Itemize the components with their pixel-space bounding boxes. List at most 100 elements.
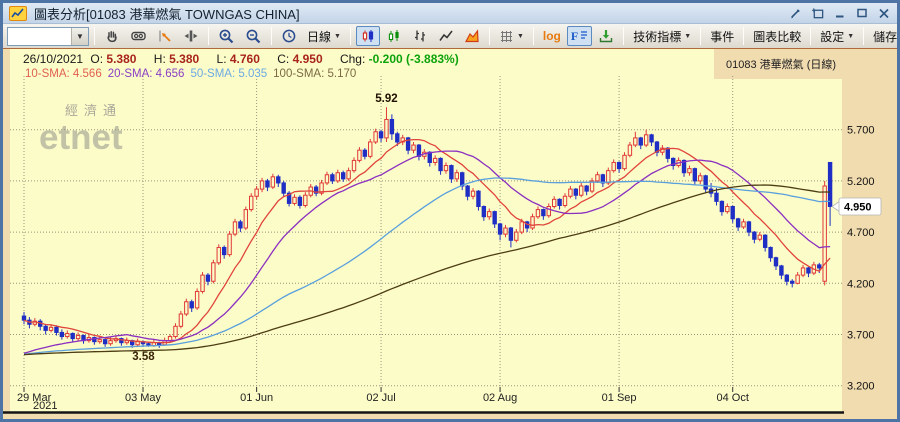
clock-icon: [282, 29, 296, 43]
frame-panel-button[interactable]: F: [566, 26, 593, 46]
svg-text:4.950: 4.950: [844, 202, 872, 214]
open-value: 5.380: [106, 52, 137, 66]
sma-legend: 10-SMA: 4.566 20-SMA: 4.656 50-SMA: 5.035 1…: [25, 68, 362, 80]
chart-type-candle2-button[interactable]: [382, 26, 406, 46]
line-chart-icon: [439, 30, 453, 41]
100-sma-line: [23, 184, 831, 356]
svg-text:4.700: 4.700: [847, 227, 875, 239]
indicators-dropdown[interactable]: 技術指標 ▼: [633, 29, 692, 44]
zoom-in-icon: [219, 29, 234, 43]
gridlines: [10, 76, 844, 387]
quote-date: 26/10/2021: [23, 52, 84, 66]
green-candlestick-icon: [388, 30, 399, 42]
pan-hand-button[interactable]: [100, 26, 124, 46]
chevron-down-icon: ▼: [684, 32, 692, 40]
candle-width-button[interactable]: [179, 26, 203, 46]
svg-text:經濟通: 經濟通: [65, 103, 122, 118]
10-sma-line: [23, 138, 831, 344]
download-icon: [600, 30, 613, 43]
svg-text:02 Jul: 02 Jul: [366, 392, 395, 404]
toolbar: ▼ 日線 ▼: [3, 24, 897, 49]
chart-type-ohlc-button[interactable]: [408, 26, 432, 46]
sma-legend-item: 50-SMA: 5.035: [190, 68, 268, 80]
sma-lines: [23, 138, 831, 356]
symbol-combo[interactable]: ▼: [7, 26, 89, 46]
inspect-button[interactable]: [126, 26, 151, 46]
svg-text:4.200: 4.200: [847, 278, 875, 290]
svg-text:02 Aug: 02 Aug: [483, 392, 517, 404]
save-button[interactable]: 儲存: [873, 29, 898, 44]
events-button[interactable]: 事件: [710, 29, 735, 44]
sma-legend-item: 100-SMA: 5.170: [273, 68, 357, 80]
trend-pointer-button[interactable]: [153, 26, 177, 46]
svg-text:29 Mar: 29 Mar: [17, 392, 52, 404]
sma-legend-item: 20-SMA: 4.656: [107, 68, 185, 80]
20-sma-line: [23, 150, 831, 354]
quote-row: 26/10/2021 O: 5.380 H: 5.380 L: 4.760 C:…: [23, 52, 459, 66]
history-button[interactable]: [277, 26, 301, 46]
settings-dropdown[interactable]: 設定 ▼: [820, 29, 855, 44]
chart-type-line-button[interactable]: [434, 26, 458, 46]
svg-text:01 Jun: 01 Jun: [240, 392, 273, 404]
high-value: 5.380: [169, 52, 200, 66]
hand-icon: [107, 31, 117, 43]
svg-text:3.700: 3.700: [847, 330, 875, 342]
svg-text:etnet: etnet: [39, 118, 123, 157]
chart-type-candle-button[interactable]: [355, 26, 380, 46]
50-sma-line: [23, 177, 831, 355]
chevron-down-icon: ▼: [847, 32, 855, 40]
annotate-pen-icon[interactable]: [788, 6, 803, 20]
svg-text:01 Sep: 01 Sep: [602, 392, 637, 404]
interval-dropdown[interactable]: 日線 ▼: [303, 26, 345, 46]
y-axis-labels: 5.700 5.200 4.700 4.200 3.700 3.200: [847, 125, 875, 393]
grid-icon: [500, 30, 512, 42]
mountain-chart-icon: [464, 29, 479, 43]
svg-text:5.92: 5.92: [375, 93, 397, 105]
low-value: 4.760: [229, 52, 260, 66]
compare-button[interactable]: 圖表比較: [753, 29, 802, 44]
window-title: 圖表分析[01083 港華燃氣 TOWNGAS CHINA]: [34, 6, 300, 22]
ohlc-bars-icon: [414, 30, 425, 42]
zoom-out-icon: [246, 29, 261, 43]
chevron-down-icon: ▼: [334, 32, 341, 40]
svg-text:2021: 2021: [33, 400, 57, 412]
chevron-down-icon: ▼: [516, 32, 524, 40]
zoom-in-button[interactable]: [214, 26, 239, 46]
current-price-tag: 4.950: [831, 197, 882, 216]
export-button[interactable]: [594, 26, 618, 46]
plot-background: [10, 49, 842, 412]
symbol-combo-arrow[interactable]: ▼: [71, 27, 88, 45]
maximize-button[interactable]: [854, 6, 869, 20]
candle-width-icon: [184, 30, 198, 42]
chart-area: 經濟通 etnet 5.700 5.200 4.700 4.200 3.700 3.200 29…: [3, 49, 897, 419]
grid-dropdown[interactable]: ▼: [495, 26, 528, 46]
close-button[interactable]: [876, 6, 891, 20]
symbol-input[interactable]: [8, 27, 71, 45]
svg-text:03 May: 03 May: [125, 392, 162, 404]
svg-text:04 Oct: 04 Oct: [717, 392, 749, 404]
title-bar: 圖表分析[01083 港華燃氣 TOWNGAS CHINA]: [3, 3, 897, 24]
frame-lines-icon: [581, 31, 588, 39]
zoom-out-button[interactable]: [241, 26, 266, 46]
top-right-corner: [714, 49, 897, 79]
sma-legend-item: 10-SMA: 4.566: [25, 68, 102, 80]
change-value: -0.200 (-3.883%): [368, 52, 459, 66]
app-chart-icon: [9, 5, 27, 21]
minimize-button[interactable]: [832, 6, 847, 20]
svg-text:5.700: 5.700: [847, 125, 875, 137]
interval-label: 日線: [307, 29, 332, 44]
svg-text:3.200: 3.200: [847, 381, 875, 393]
trend-arrow-icon: [159, 30, 171, 42]
chart-type-mountain-button[interactable]: [460, 26, 484, 46]
binoculars-icon: [131, 31, 146, 41]
candlestick-icon: [362, 30, 374, 42]
popout-window-icon[interactable]: [810, 6, 825, 20]
symbol-interval-label: 01083 港華燃氣 (日線): [726, 59, 837, 71]
log-scale-button[interactable]: log: [542, 29, 561, 43]
svg-text:3.58: 3.58: [132, 351, 155, 363]
svg-text:5.200: 5.200: [847, 176, 875, 188]
